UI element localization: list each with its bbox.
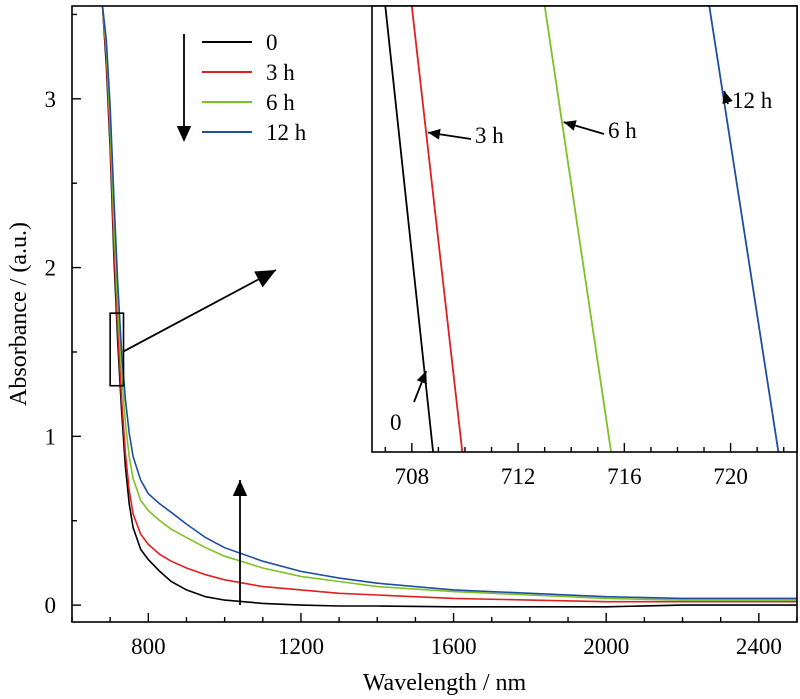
inset-annotation-label-3: 12 h bbox=[732, 88, 773, 113]
inset-annotation-label-2: 6 h bbox=[608, 118, 637, 143]
increase-arrow-head bbox=[232, 480, 248, 496]
x-tick-label-2: 1600 bbox=[431, 634, 477, 659]
series-line-2 bbox=[101, 6, 797, 601]
inset-annotation-arrow-1-head bbox=[427, 128, 441, 140]
x-tick-label-0: 800 bbox=[131, 634, 166, 659]
inset-series-line-1 bbox=[410, 6, 464, 452]
legend: 0 3 h 6 h 12 h bbox=[176, 30, 307, 145]
y-axis-label: Absorbance / (a.u.) bbox=[6, 222, 32, 406]
legend-label-0: 0 bbox=[266, 30, 278, 55]
inset-plot: 708 712 716 720 0 3 h 6 h 12 h bbox=[371, 5, 798, 489]
x-tick-label-3: 2000 bbox=[583, 634, 629, 659]
x-axis-label: Wavelength / nm bbox=[363, 670, 527, 696]
legend-label-2: 6 h bbox=[266, 90, 295, 115]
inset-x-tick-label-0: 708 bbox=[395, 464, 430, 489]
legend-label-3: 12 h bbox=[266, 120, 307, 145]
legend-arrow-head bbox=[176, 126, 192, 142]
inset-series-line-3 bbox=[708, 6, 780, 452]
inset-x-tick-label-3: 720 bbox=[713, 464, 748, 489]
y-tick-label-3: 3 bbox=[45, 87, 57, 112]
inset-x-tick-label-1: 712 bbox=[501, 464, 536, 489]
zoom-arrow-head bbox=[254, 270, 276, 288]
main-series bbox=[101, 6, 797, 608]
inset-annotation-label-0: 0 bbox=[390, 410, 402, 435]
inset-background bbox=[372, 6, 797, 452]
inset-annotation-arrow-3-head bbox=[722, 90, 733, 105]
zoom-arrow-shaft bbox=[123, 269, 277, 353]
inset-annotation-arrow-2-head bbox=[563, 120, 577, 131]
inset-x-tick-label-2: 716 bbox=[607, 464, 642, 489]
zoom-box bbox=[109, 312, 125, 387]
inset-series-line-2 bbox=[543, 6, 612, 452]
inset-frame bbox=[371, 5, 798, 453]
series-line-1 bbox=[101, 6, 797, 603]
inset-annotation-arrow-0-head bbox=[416, 371, 427, 385]
legend-label-1: 3 h bbox=[266, 60, 295, 85]
x-tick-label-1: 1200 bbox=[278, 634, 324, 659]
x-tick-label-4: 2400 bbox=[736, 634, 782, 659]
series-line-3 bbox=[101, 6, 797, 600]
y-tick-label-2: 2 bbox=[45, 256, 57, 281]
y-tick-label-0: 0 bbox=[45, 593, 57, 618]
inset-annotation-label-1: 3 h bbox=[475, 123, 504, 148]
y-tick-label-1: 1 bbox=[45, 424, 57, 449]
